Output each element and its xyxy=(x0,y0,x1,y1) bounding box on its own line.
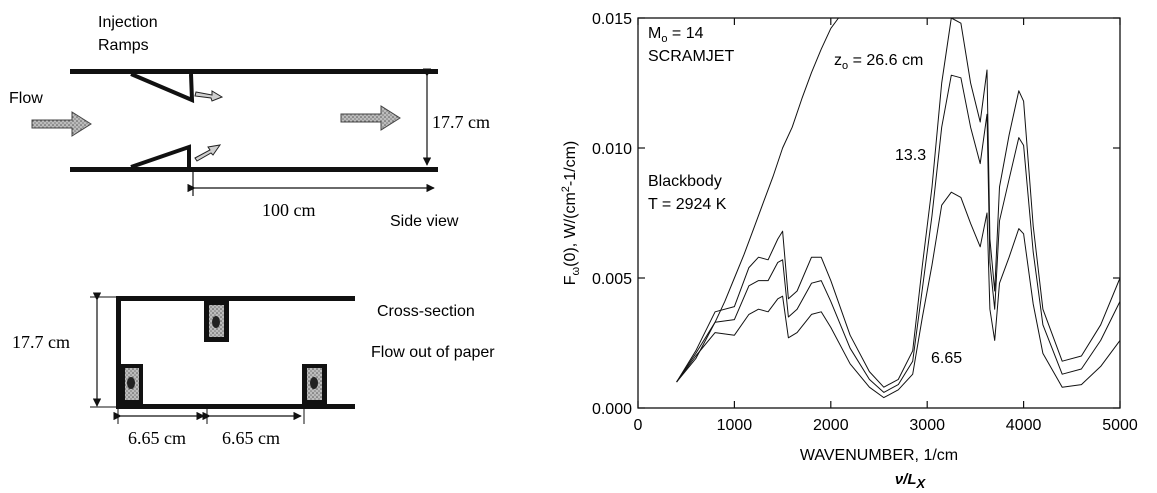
cs-height-label: 17.7 cm xyxy=(12,332,70,352)
cs-spacing-label-left: 6.65 cm xyxy=(128,428,186,448)
chart-annotation-blackbody: Blackbody xyxy=(648,173,722,190)
injection-ramps-label-line2: Ramps xyxy=(98,37,149,54)
flow-arrow-right xyxy=(341,106,400,130)
upper-ramp xyxy=(131,74,192,100)
x-tick-label: 2000 xyxy=(813,417,849,434)
cross-section-subtitle: Flow out of paper xyxy=(371,344,495,361)
chart-annotation-z-top: zo = 26.6 cm xyxy=(834,52,923,72)
injector-bottom-left xyxy=(121,364,143,404)
x-tick-label: 3000 xyxy=(909,417,945,434)
x-tick-label: 1000 xyxy=(717,417,753,434)
y-tick-label: 0.010 xyxy=(592,141,632,158)
cross-section-title: Cross-section xyxy=(377,303,475,320)
duct-length-label: 100 cm xyxy=(262,200,316,220)
series-line-2 xyxy=(677,192,1120,397)
injection-ramps-label-line1: Injection xyxy=(98,14,158,31)
side-view-label: Side view xyxy=(390,213,459,230)
cs-top-wall xyxy=(116,296,355,301)
chart-series xyxy=(677,18,1120,398)
y-tick-label: 0.015 xyxy=(592,11,632,28)
series-line-0 xyxy=(677,18,1120,387)
side-view-diagram: Injection Ramps Flow 17.7 cm 100 cm Side xyxy=(9,14,490,230)
x-tick-label: 0 xyxy=(634,417,643,434)
chart-x-label-secondary: ν/LX xyxy=(895,471,927,491)
series-line-1 xyxy=(677,75,1120,392)
cross-section-diagram: Cross-section Flow out of paper 17.7 cm … xyxy=(12,296,495,448)
injection-arrow-lower xyxy=(195,145,220,161)
duct-height-label: 17.7 cm xyxy=(432,112,490,132)
spectrum-chart: 0 1000 2000 3000 4000 5000 0.000 0.005 0.010 0.01… xyxy=(560,11,1138,491)
chart-y-label: Fω(0), W/(cm2-1/cm) xyxy=(560,141,582,285)
chart-annotation-engine: SCRAMJET xyxy=(648,48,734,65)
injector-top xyxy=(204,301,229,342)
lower-wall xyxy=(70,167,438,172)
lower-ramp xyxy=(131,147,189,167)
chart-frame xyxy=(638,18,1120,408)
upper-wall xyxy=(70,69,438,74)
flow-label: Flow xyxy=(9,90,43,107)
cs-spacing-label-right: 6.65 cm xyxy=(222,428,280,448)
chart-x-label: WAVENUMBER, 1/cm xyxy=(800,447,958,464)
x-tick-label: 4000 xyxy=(1006,417,1042,434)
chart-axes: 0 1000 2000 3000 4000 5000 0.000 0.005 0.010 0.01… xyxy=(592,11,1138,434)
y-tick-label: 0.005 xyxy=(592,271,632,288)
x-tick-label: 5000 xyxy=(1102,417,1138,434)
chart-annotation-blackbody-temp: T = 2924 K xyxy=(648,196,727,213)
injector-bottom-right xyxy=(302,364,327,404)
chart-annotation-z-low: 6.65 xyxy=(931,350,962,367)
cs-bottom-wall xyxy=(116,404,355,409)
chart-annotation-z-mid: 13.3 xyxy=(895,147,926,164)
y-tick-label: 0.000 xyxy=(592,401,632,418)
chart-annotation-mach: Mo = 14 xyxy=(648,25,704,45)
injection-arrow-upper xyxy=(195,91,222,101)
cs-left-wall xyxy=(116,296,121,409)
flow-arrow-left xyxy=(32,112,91,136)
